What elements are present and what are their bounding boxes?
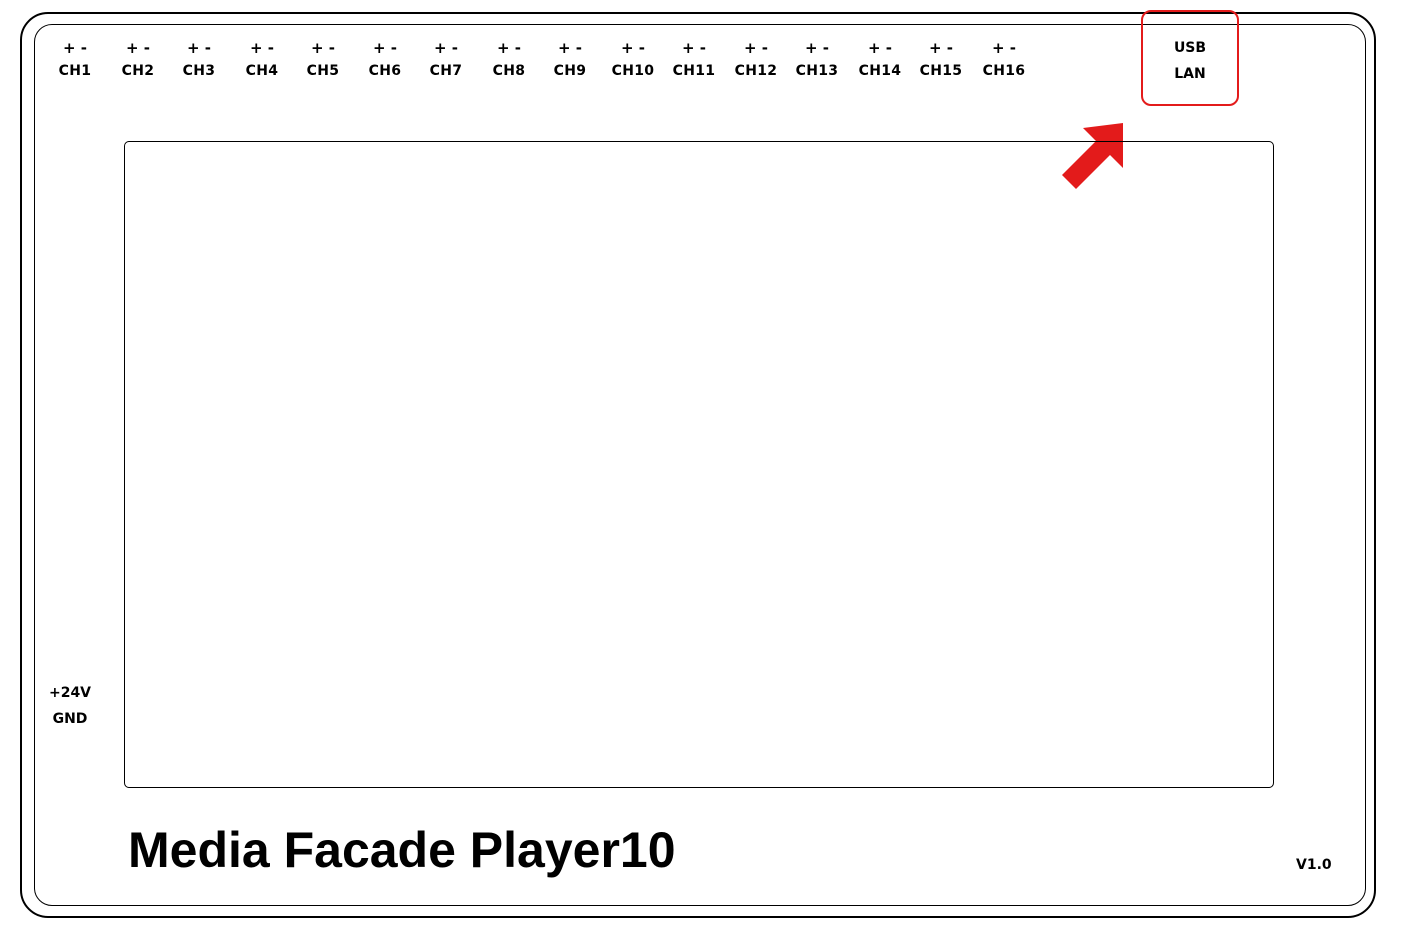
channel-label: CH16 <box>982 63 1026 79</box>
channel-ch6: + - CH6 <box>357 38 413 82</box>
channel-ch7: + - CH7 <box>418 38 474 82</box>
channel-label: CH8 <box>492 63 526 79</box>
channel-label: CH4 <box>245 63 279 79</box>
channel-label: CH6 <box>368 63 402 79</box>
usb-port-label: USB <box>1173 40 1207 56</box>
channel-polarity: + - <box>310 39 336 57</box>
channel-ch2: + - CH2 <box>110 38 166 82</box>
channel-label: CH11 <box>672 63 716 79</box>
channel-polarity: + - <box>557 39 583 57</box>
channel-ch9: + - CH9 <box>542 38 598 82</box>
board-outline-outer <box>20 12 1376 918</box>
channel-label: CH2 <box>121 63 155 79</box>
channel-polarity: + - <box>496 39 522 57</box>
channel-label: CH14 <box>858 63 902 79</box>
channel-ch4: + - CH4 <box>234 38 290 82</box>
channel-polarity: + - <box>620 39 646 57</box>
channel-polarity: + - <box>743 39 769 57</box>
channel-polarity: + - <box>372 39 398 57</box>
channel-ch3: + - CH3 <box>171 38 227 82</box>
channel-ch16: + - CH16 <box>976 38 1032 82</box>
channel-ch11: + - CH11 <box>666 38 722 82</box>
channel-label: CH5 <box>306 63 340 79</box>
channel-polarity: + - <box>928 39 954 57</box>
channel-polarity: + - <box>186 39 212 57</box>
channel-label: CH1 <box>58 63 92 79</box>
channel-label: CH7 <box>429 63 463 79</box>
power-ground-label: GND <box>52 711 88 727</box>
channel-ch1: + - CH1 <box>47 38 103 82</box>
channel-ch13: + - CH13 <box>789 38 845 82</box>
channel-polarity: + - <box>681 39 707 57</box>
channel-label: CH10 <box>611 63 655 79</box>
channel-polarity: + - <box>867 39 893 57</box>
channel-polarity: + - <box>62 39 88 57</box>
channel-polarity: + - <box>433 39 459 57</box>
channel-ch15: + - CH15 <box>913 38 969 82</box>
lan-port-label: LAN <box>1174 66 1206 82</box>
channel-polarity: + - <box>804 39 830 57</box>
arrow-up-right-icon <box>1062 123 1123 189</box>
channel-label: CH15 <box>919 63 963 79</box>
channel-label: CH3 <box>182 63 216 79</box>
channel-ch5: + - CH5 <box>295 38 351 82</box>
channel-label: CH12 <box>734 63 778 79</box>
channel-ch10: + - CH10 <box>605 38 661 82</box>
board-outline-inner <box>34 24 1366 906</box>
channel-ch12: + - CH12 <box>728 38 784 82</box>
product-title: Media Facade Player10 <box>128 822 676 878</box>
power-positive-label: +24V <box>48 685 92 701</box>
usb-lan-highlight-box <box>1141 10 1239 106</box>
channel-polarity: + - <box>991 39 1017 57</box>
channel-ch8: + - CH8 <box>481 38 537 82</box>
channel-polarity: + - <box>125 39 151 57</box>
channel-polarity: + - <box>249 39 275 57</box>
channel-ch14: + - CH14 <box>852 38 908 82</box>
version-label: V1.0 <box>1296 857 1332 873</box>
channel-label: CH9 <box>553 63 587 79</box>
display-screen-area <box>124 141 1274 788</box>
channel-label: CH13 <box>795 63 839 79</box>
